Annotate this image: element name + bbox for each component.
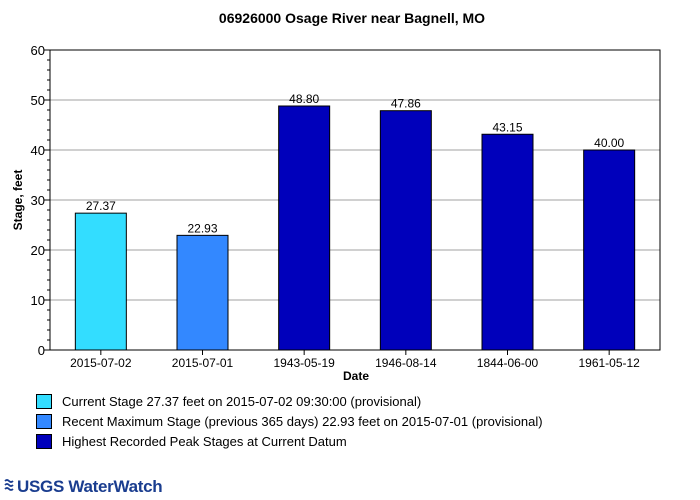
bar-2015-07-01	[176, 234, 229, 351]
bar-value-label: 47.86	[391, 97, 421, 111]
usgs-waterwatch-logo[interactable]: USGS WaterWatch	[4, 477, 163, 497]
chart-title: 06926000 Osage River near Bagnell, MO	[219, 10, 485, 26]
x-tick-label: 1844-06-00	[477, 356, 539, 370]
bar-value-label: 48.80	[289, 92, 319, 106]
y-tick-label: 30	[31, 193, 45, 208]
bar-2015-07-02	[74, 212, 127, 351]
legend-item-recent-max: Recent Maximum Stage (previous 365 days)…	[36, 413, 543, 430]
x-tick-label: 1961-05-12	[578, 356, 640, 370]
legend-swatch-peak	[36, 434, 52, 449]
legend-label-recent-max: Recent Maximum Stage (previous 365 days)…	[62, 414, 543, 429]
legend-swatch-current	[36, 394, 52, 409]
bar-value-label: 43.15	[492, 120, 522, 134]
bar-value-label: 27.37	[86, 199, 116, 213]
x-tick-label: 2015-07-02	[70, 356, 132, 370]
legend: Current Stage 27.37 feet on 2015-07-02 0…	[36, 393, 543, 453]
bar-1943-05-19	[278, 105, 331, 351]
bar-chart: 06926000 Osage River near Bagnell, MO 0 1…	[11, 10, 661, 383]
legend-item-peak-stages: Highest Recorded Peak Stages at Current …	[36, 433, 543, 450]
bars: 27.37 22.93 48.80 47.86 43.15 40.00	[74, 92, 636, 351]
x-tick-label: 1943-05-19	[273, 356, 335, 370]
y-tick-label: 0	[38, 343, 45, 358]
y-axis-ticks: 0 10 20 30 40 50 60	[31, 43, 50, 358]
usgs-wave-icon	[4, 477, 14, 497]
legend-label-peak: Highest Recorded Peak Stages at Current …	[62, 434, 347, 449]
x-tick-label: 2015-07-01	[172, 356, 234, 370]
y-tick-label: 50	[31, 93, 45, 108]
x-tick-label: 1946-08-14	[375, 356, 437, 370]
logo-text: USGS WaterWatch	[17, 477, 163, 496]
legend-swatch-recent-max	[36, 414, 52, 429]
bar-value-label: 40.00	[594, 136, 624, 150]
legend-item-current-stage: Current Stage 27.37 feet on 2015-07-02 0…	[36, 393, 543, 410]
y-axis-label: Stage, feet	[11, 170, 25, 231]
y-tick-label: 10	[31, 293, 45, 308]
bar-value-label: 22.93	[187, 221, 217, 235]
gridlines	[50, 99, 660, 301]
x-axis-label: Date	[343, 369, 369, 383]
y-tick-label: 60	[31, 43, 45, 58]
y-tick-label: 40	[31, 143, 45, 158]
legend-label-current: Current Stage 27.37 feet on 2015-07-02 0…	[62, 394, 422, 409]
x-axis-ticks: 2015-07-02 2015-07-01 1943-05-19 1946-08-14…	[70, 350, 640, 370]
bar-1844-06-00	[481, 133, 534, 351]
plot-frame	[49, 49, 661, 351]
bar-1946-08-14	[379, 110, 432, 351]
y-tick-label: 20	[31, 243, 45, 258]
bar-1961-05-12	[583, 149, 636, 351]
